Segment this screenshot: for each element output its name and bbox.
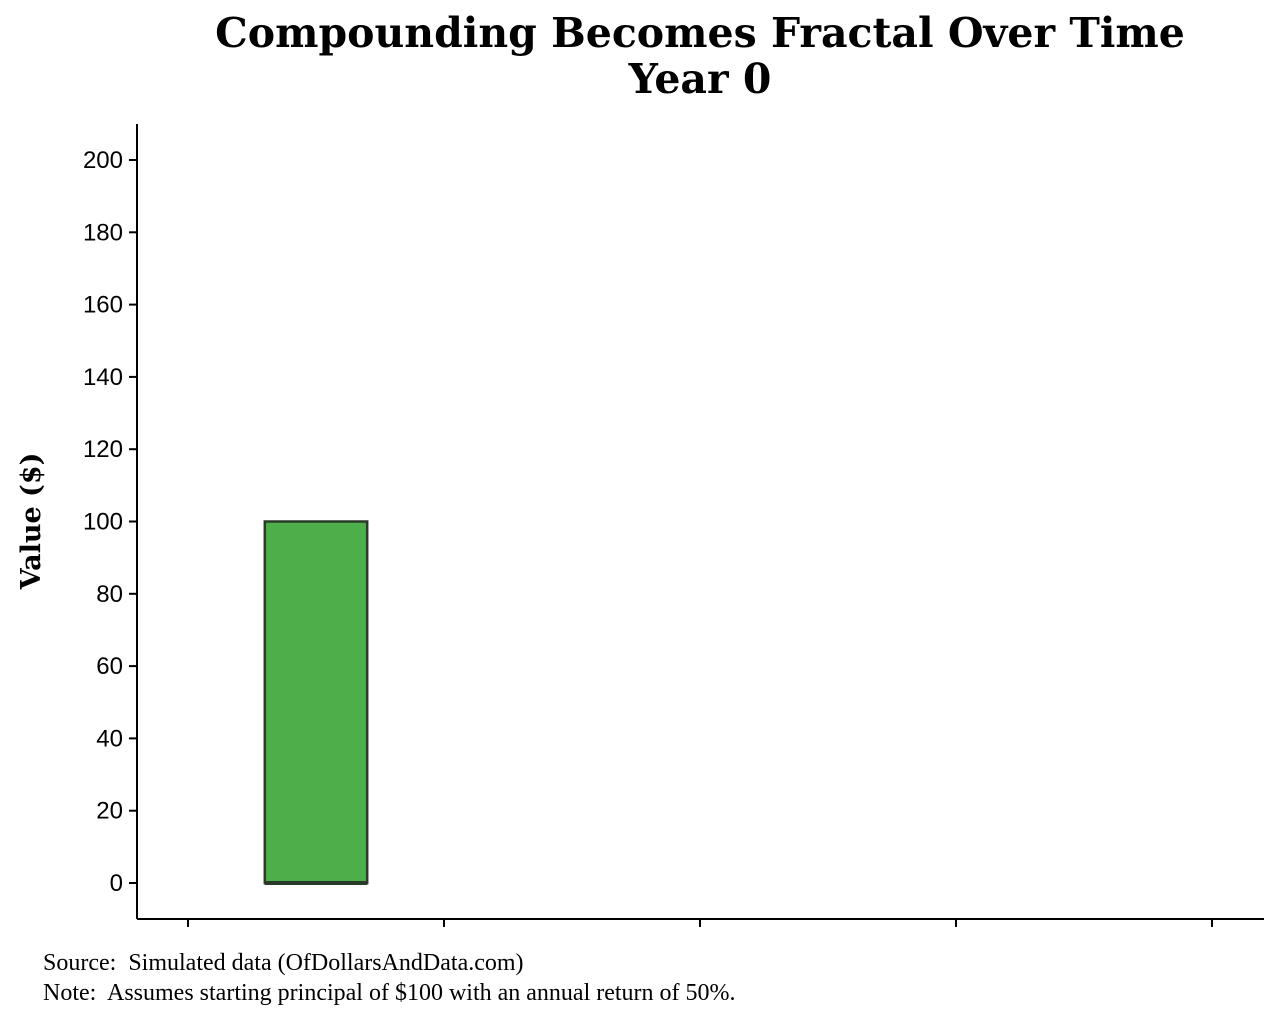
bars [263,520,369,885]
y-tick-label: 60 [96,653,123,680]
y-tick-label: 0 [110,870,123,897]
y-tick-label: 40 [96,725,123,752]
chart-title: Compounding Becomes Fractal Over Time [215,9,1185,57]
assumption-note: Note: Assumes starting principal of $100… [43,980,736,1006]
x-axis [137,918,1264,927]
y-tick-label: 20 [96,798,123,825]
y-axis-label: Value ($) [16,453,47,591]
y-tick-label: 200 [83,147,123,174]
y-tick-label: 100 [83,509,123,536]
y-tick-label: 160 [83,292,123,319]
y-tick-label: 120 [83,436,123,463]
y-tick-label: 80 [96,581,123,608]
bar [263,520,369,885]
y-tick-label: 140 [83,364,123,391]
source-note: Source: Simulated data (OfDollarsAndData… [43,950,524,976]
y-tick-label: 180 [83,219,123,246]
chart-subtitle: Year 0 [628,55,772,103]
y-axis: 0 20 40 60 80 100 120 140 160 180 200 [83,124,138,919]
